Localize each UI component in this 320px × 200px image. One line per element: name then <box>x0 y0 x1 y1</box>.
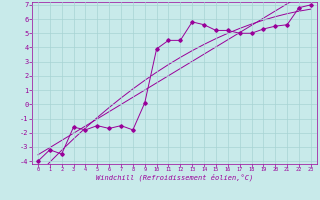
X-axis label: Windchill (Refroidissement éolien,°C): Windchill (Refroidissement éolien,°C) <box>96 174 253 181</box>
